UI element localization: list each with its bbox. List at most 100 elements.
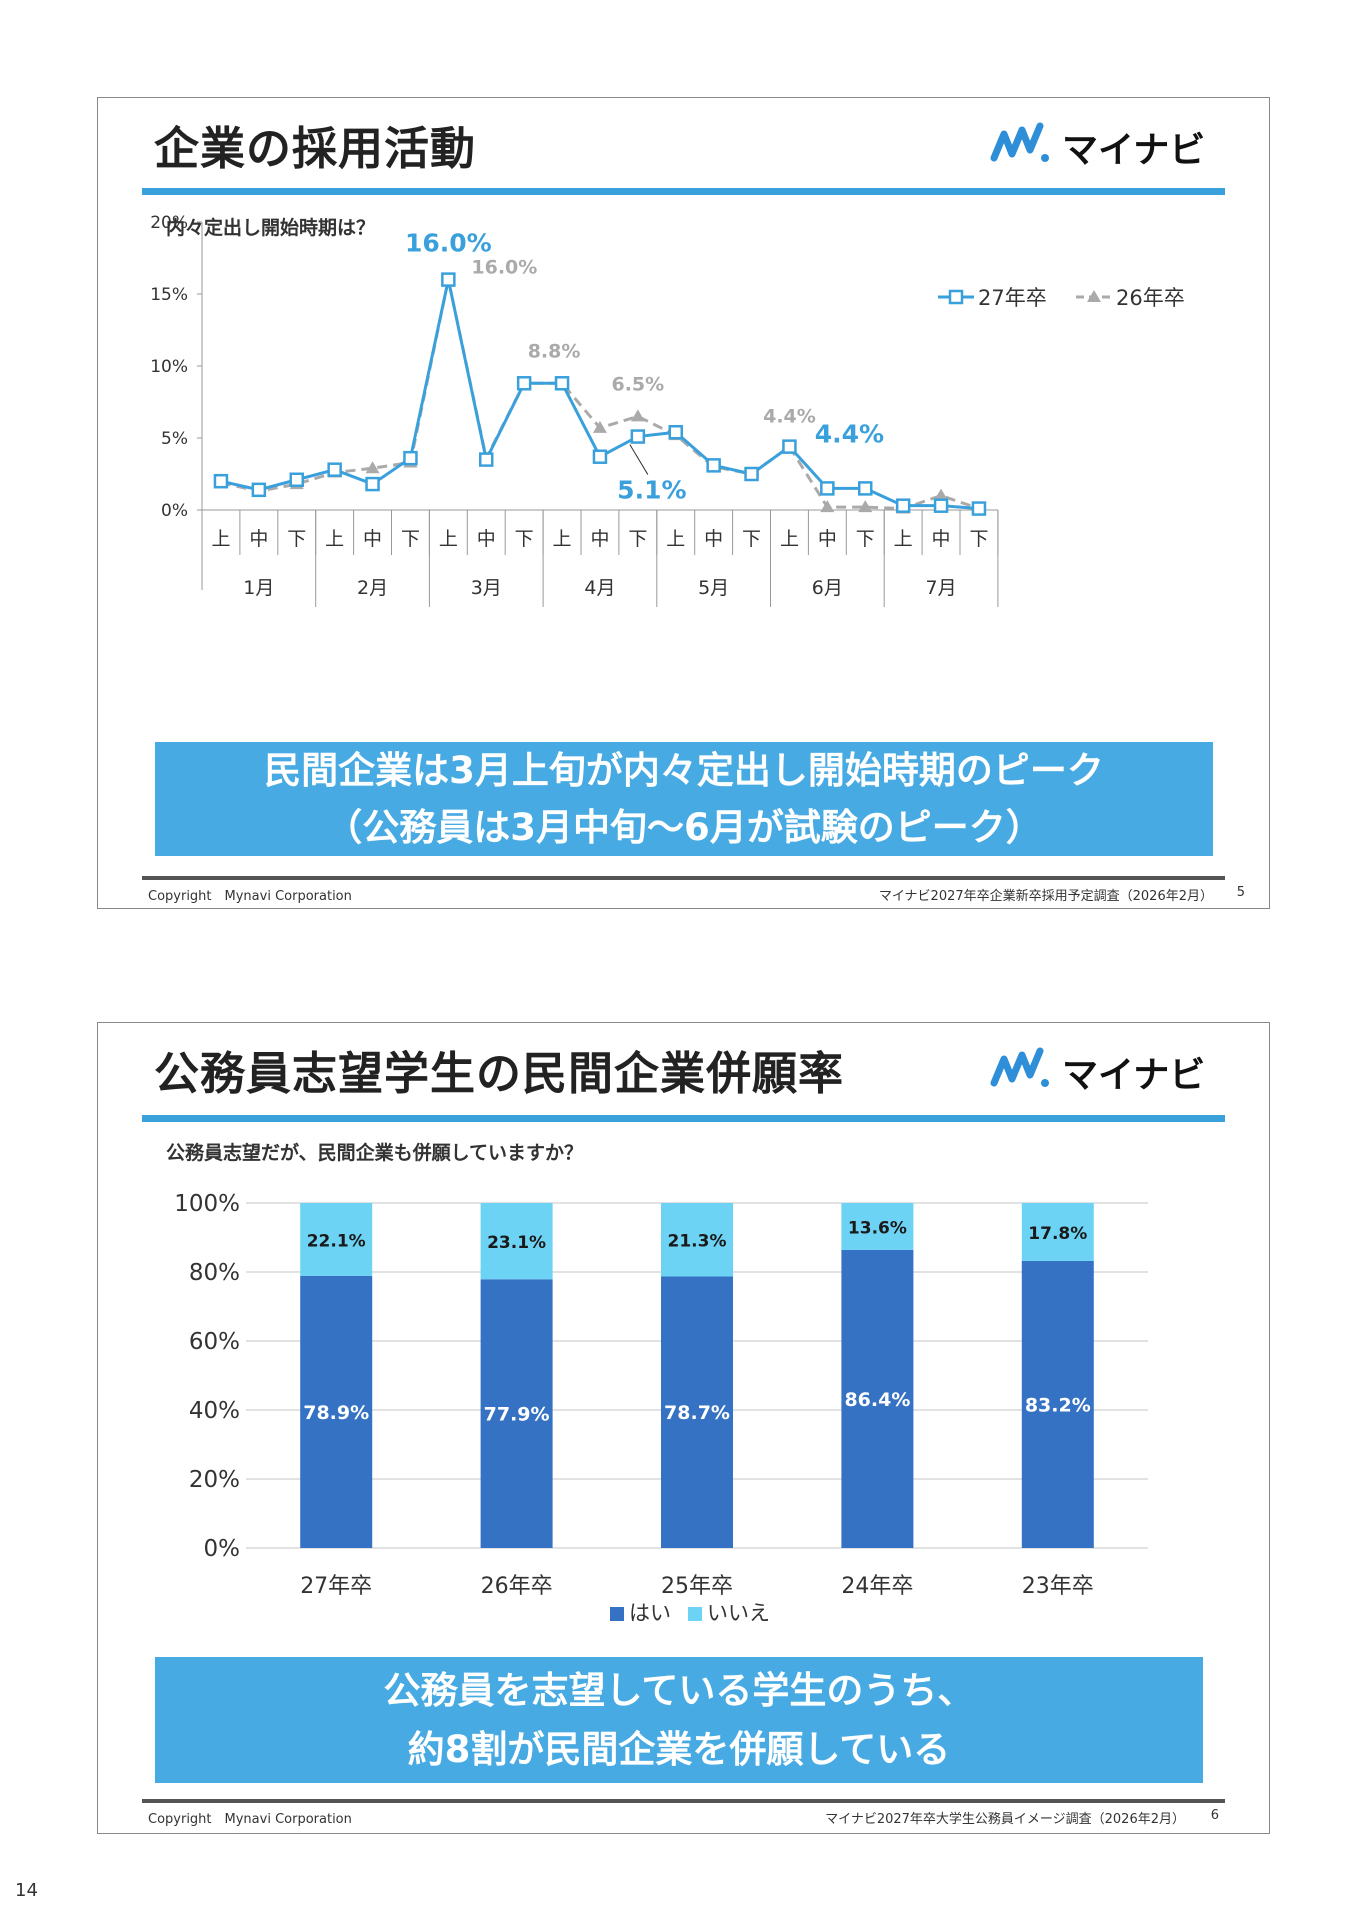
y-tick-label: 40% — [189, 1398, 240, 1424]
series-point-27 — [744, 466, 759, 482]
series-point-27 — [630, 429, 646, 444]
x-sub-label: 上 — [211, 528, 230, 550]
x-sub-label: 下 — [515, 528, 534, 550]
series-point-27 — [820, 481, 835, 496]
series-point-27 — [858, 481, 873, 496]
data-label-26: 8.8% — [528, 340, 581, 362]
title-underline — [142, 188, 1225, 195]
stacked-bar-chart: 100% 80% 60% 40% 20% 0% 78.9% 22.1% 27年卒 77.9% 23.… — [174, 1191, 1148, 1625]
data-label-no: 22.1% — [307, 1231, 366, 1251]
document-page-number: 14 — [15, 1880, 38, 1901]
summary-banner: 民間企業は3月上旬が内々定出し開始時期のピーク （公務員は3月中旬～6月が試験の… — [155, 742, 1213, 856]
y-tick-label: 15% — [150, 285, 188, 305]
series-point-27 — [403, 450, 418, 466]
x-sub-label: 下 — [628, 528, 647, 550]
series-point-27 — [251, 482, 267, 498]
y-tick-label: 10% — [150, 357, 188, 377]
legend-swatch-yes — [610, 1607, 624, 1621]
legend-marker-27 — [948, 289, 964, 305]
banner-line-1: 公務員を志望している学生のうち、 — [383, 1669, 975, 1712]
y-tick-label: 60% — [189, 1329, 240, 1355]
slide-number: 5 — [1236, 885, 1245, 900]
legend-label-26: 26年卒 — [1116, 286, 1185, 310]
series-point-27 — [933, 498, 949, 513]
series-point-27 — [213, 473, 229, 489]
x-month-label: 1月 — [243, 577, 274, 599]
x-month-label: 4月 — [584, 577, 615, 599]
series-point-26 — [630, 409, 645, 422]
x-sub-label: 上 — [780, 528, 799, 550]
x-category-label: 25年卒 — [661, 1574, 733, 1599]
slide-number: 6 — [1210, 1808, 1219, 1823]
y-tick-label: 20% — [189, 1467, 240, 1493]
chart-question: 公務員志望だが、民間企業も併願していますか？ — [166, 1142, 584, 1164]
data-label-26: 6.5% — [611, 373, 664, 395]
series-point-27 — [971, 501, 987, 516]
y-tick-label: 100% — [174, 1191, 240, 1217]
copyright-text: Copyright Mynavi Corporation — [148, 1812, 352, 1827]
bar-no — [661, 1203, 733, 1277]
series-point-27 — [365, 476, 380, 492]
data-label-no: 17.8% — [1028, 1224, 1087, 1244]
y-tick-label: 5% — [161, 429, 188, 449]
label-leader — [629, 444, 649, 475]
x-sub-label: 下 — [742, 528, 761, 550]
series-point-27 — [782, 439, 797, 454]
x-sub-label: 中 — [477, 528, 496, 550]
footer-rule — [142, 1799, 1225, 1803]
x-month-label: 6月 — [812, 577, 843, 599]
data-label-26: 16.0% — [471, 257, 537, 279]
legend-marker-26 — [1087, 290, 1101, 302]
x-sub-label: 下 — [401, 528, 420, 550]
data-label-yes: 78.9% — [303, 1402, 369, 1424]
x-sub-label: 下 — [856, 528, 875, 550]
series-point-27 — [895, 498, 911, 513]
line-chart: 20%15%10%5%0%上中下上中下上中下上中下上中下上中下上中下1月 2月 3月… — [150, 213, 1185, 607]
chart-question: 内々定出し開始時期は？ — [166, 217, 376, 239]
logo-text: マイナビ — [1062, 1055, 1205, 1096]
y-tick-label: 80% — [189, 1260, 240, 1286]
x-category-label: 27年卒 — [300, 1574, 372, 1599]
series-point-27 — [592, 449, 608, 464]
mynavi-logo: マイナビ — [990, 122, 1205, 171]
summary-banner: 公務員を志望している学生のうち、 約8割が民間企業を併願している — [155, 1657, 1203, 1783]
bar-yes — [661, 1276, 733, 1548]
x-category-label: 26年卒 — [481, 1574, 553, 1599]
bar-no — [841, 1203, 914, 1250]
data-label-26: 4.4% — [763, 406, 816, 428]
x-month-label: 7月 — [926, 577, 957, 599]
mynavi-logo: マイナビ — [990, 1047, 1205, 1096]
bar-yes — [480, 1279, 553, 1548]
series-point-27 — [289, 472, 304, 488]
source-text: マイナビ2027年卒企業新卒採用予定調査（2026年2月） — [878, 889, 1213, 904]
data-label-27: 4.4% — [815, 420, 884, 449]
source-text: マイナビ2027年卒大学生公務員イメージ調査（2026年2月） — [825, 1812, 1185, 1827]
x-sub-label: 上 — [894, 528, 913, 550]
series-point-26 — [934, 488, 949, 501]
x-sub-label: 下 — [969, 528, 988, 550]
y-tick-label: 0% — [204, 1536, 241, 1562]
series-point-26 — [592, 420, 607, 433]
x-sub-label: 上 — [553, 528, 572, 550]
series-point-27 — [554, 376, 570, 391]
slide-title: 企業の採用活動 — [154, 122, 477, 175]
series-point-27 — [706, 458, 721, 473]
data-label-27: 5.1% — [617, 476, 686, 505]
slide-public-service-applicants: 公務員志望学生の民間企業併願率 マイナビ 公務員志望だが、民間企業も併願していま… — [97, 1022, 1270, 1834]
x-category-label: 23年卒 — [1022, 1574, 1094, 1599]
bar-yes — [841, 1249, 914, 1548]
y-tick-label: 0% — [161, 501, 188, 521]
data-label-no: 23.1% — [487, 1233, 546, 1253]
x-sub-label: 中 — [818, 528, 837, 550]
series-point-27 — [479, 452, 494, 467]
banner-line-1: 民間企業は3月上旬が内々定出し開始時期のピーク — [264, 749, 1104, 792]
copyright-text: Copyright Mynavi Corporation — [148, 889, 352, 904]
series-point-27 — [327, 462, 342, 477]
data-label-yes: 77.9% — [484, 1404, 550, 1426]
legend-swatch-no — [688, 1607, 702, 1621]
data-label-yes: 78.7% — [664, 1402, 730, 1424]
x-sub-label: 上 — [325, 528, 344, 550]
x-sub-label: 上 — [666, 528, 685, 550]
bar-yes — [300, 1275, 373, 1548]
logo-text: マイナビ — [1062, 130, 1205, 171]
